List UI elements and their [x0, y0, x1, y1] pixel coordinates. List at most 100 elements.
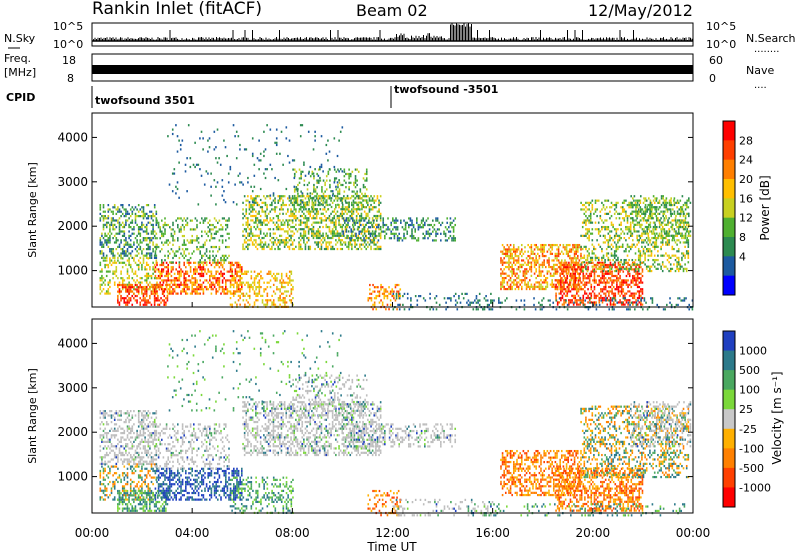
- heatmap-cell: [555, 270, 557, 273]
- heatmap-cell: [199, 274, 202, 278]
- heatmap-cell: [274, 277, 277, 280]
- heatmap-cell: [287, 230, 289, 233]
- heatmap-cell: [540, 243, 542, 247]
- heatmap-cell: [452, 228, 455, 231]
- heatmap-cell: [283, 243, 286, 246]
- heatmap-cell: [141, 210, 143, 213]
- heatmap-cell: [306, 183, 309, 187]
- heatmap-cell: [504, 276, 507, 280]
- heatmap-cell: [551, 281, 553, 284]
- heatmap-cell: [580, 285, 582, 288]
- heatmap-cell: [620, 281, 623, 284]
- heatmap-cell: [131, 232, 134, 235]
- heatmap-cell: [351, 212, 353, 215]
- heatmap-cell: [287, 232, 289, 235]
- heatmap-cell: [448, 230, 450, 233]
- heatmap-cell: [612, 279, 615, 282]
- heatmap-cell: [395, 228, 397, 231]
- heatmap-cell: [317, 199, 320, 202]
- heatmap-cell: [584, 283, 586, 286]
- heatmap-cell: [152, 248, 154, 251]
- heatmap-cell: [339, 234, 342, 237]
- heatmap-cell: [178, 256, 181, 260]
- heatmap-cell: [576, 243, 579, 247]
- heatmap-cell: [255, 299, 257, 302]
- heatmap-cell: [339, 225, 342, 229]
- heatmap-cell: [562, 243, 565, 247]
- heatmap-cell: [215, 245, 218, 249]
- heatmap-cell: [128, 234, 130, 238]
- heatmap-cell: [331, 232, 334, 235]
- heatmap-cell: [225, 239, 227, 242]
- heatmap-cell: [110, 232, 113, 235]
- heatmap-cell: [451, 221, 453, 224]
- heatmap-cell: [571, 299, 573, 302]
- heatmap-cell: [193, 270, 195, 273]
- heatmap-cell: [291, 201, 294, 204]
- heatmap-cell: [555, 294, 557, 297]
- heatmap-cell: [303, 212, 305, 215]
- heatmap-cell: [354, 234, 356, 237]
- heatmap-cell: [243, 148, 246, 151]
- heatmap-cell: [291, 221, 294, 224]
- heatmap-cell: [272, 208, 275, 211]
- heatmap-cell: [344, 221, 346, 224]
- heatmap-cell: [125, 212, 127, 216]
- heatmap-cell: [173, 232, 176, 235]
- heatmap-cell: [322, 232, 324, 235]
- heatmap-cell: [156, 243, 158, 246]
- heatmap-cell: [620, 285, 623, 289]
- heatmap-cell: [123, 252, 126, 255]
- heatmap-cell: [401, 239, 404, 242]
- heatmap-cell: [125, 286, 127, 289]
- heatmap-cell: [215, 263, 218, 267]
- heatmap-cell: [345, 197, 347, 200]
- heatmap-cell: [117, 277, 119, 280]
- heatmap-cell: [351, 247, 353, 251]
- heatmap-cell: [102, 237, 105, 240]
- heatmap-cell: [394, 299, 397, 302]
- heatmap-cell: [560, 279, 562, 282]
- heatmap-cell: [428, 234, 431, 238]
- heatmap-cell: [293, 190, 296, 193]
- heatmap-cell: [301, 236, 304, 240]
- heatmap-cell: [347, 223, 349, 227]
- heatmap-cell: [227, 181, 230, 184]
- heatmap-cell: [500, 268, 502, 271]
- heatmap-cell: [578, 263, 581, 266]
- heatmap-cell: [134, 294, 137, 298]
- heatmap-cell: [223, 217, 226, 220]
- heatmap-cell: [593, 303, 596, 306]
- heatmap-cell: [184, 163, 187, 166]
- heatmap-cell: [112, 254, 114, 257]
- heatmap-cell: [186, 288, 189, 291]
- heatmap-cell: [524, 246, 526, 249]
- heatmap-cell: [153, 277, 156, 280]
- heatmap-cell: [258, 290, 261, 293]
- heatmap-cell: [215, 277, 218, 280]
- heatmap-cell: [282, 296, 285, 300]
- heatmap-cell: [161, 288, 163, 291]
- heatmap-cell: [209, 254, 211, 257]
- heatmap-cell: [298, 168, 301, 171]
- heatmap-cell: [432, 239, 434, 242]
- heatmap-cell: [117, 294, 119, 298]
- heatmap-cell: [362, 243, 364, 246]
- heatmap-cell: [348, 177, 350, 180]
- heatmap-cell: [120, 210, 122, 213]
- heatmap-cell: [614, 303, 617, 306]
- heatmap-cell: [501, 281, 504, 284]
- heatmap-cell: [617, 285, 620, 289]
- heatmap-cell: [370, 241, 372, 244]
- heatmap-cell: [517, 257, 520, 260]
- heatmap-cell: [283, 239, 286, 242]
- heatmap-cell: [170, 292, 173, 295]
- heatmap-cell: [199, 137, 201, 140]
- heatmap-cell: [107, 210, 110, 213]
- heatmap-cell: [578, 259, 581, 262]
- heatmap-cell: [317, 228, 320, 231]
- heatmap-cell: [283, 221, 286, 224]
- heatmap-cell: [156, 277, 158, 280]
- heatmap-cell: [361, 228, 364, 231]
- heatmap-cell: [218, 266, 221, 269]
